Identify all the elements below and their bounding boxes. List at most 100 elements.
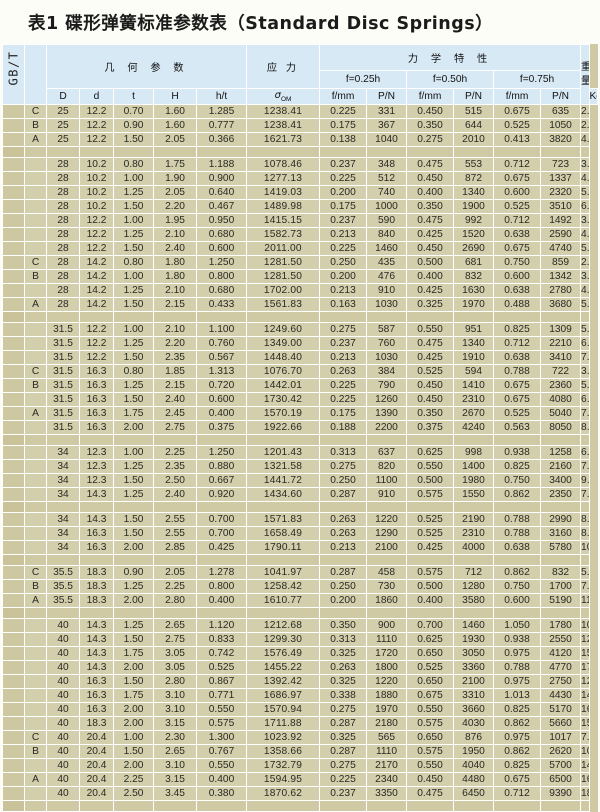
table-row[interactable]: B 31.5 16.3 1.25 2.15 0.720 1442.01 0.225 790 0.4… <box>2 378 598 393</box>
table-row[interactable]: C 35.5 18.3 0.90 2.05 1.278 1041.97 0.287 458 0.5… <box>2 565 598 580</box>
table-row[interactable]: A 25 12.2 1.50 2.05 0.366 1621.73 0.138 1040 0.27… <box>2 132 598 147</box>
table-row[interactable]: 40 20.4 2.50 3.45 0.380 1870.62 0.237 3350 0.475… <box>2 786 598 801</box>
cell-f3: 0.862 <box>493 716 542 731</box>
cell-p1: 910 <box>366 487 408 502</box>
table-row[interactable]: 34 12.3 1.50 2.50 0.667 1441.72 0.250 1100 0.500… <box>2 473 598 488</box>
table-row[interactable]: 28 10.2 1.25 2.05 0.640 1419.03 0.200 740 0.400 1… <box>2 185 598 200</box>
table-row[interactable]: 40 16.3 1.50 2.80 0.867 1392.42 0.325 1220 0.650… <box>2 674 598 689</box>
table-row[interactable]: 40 16.3 2.00 3.10 0.550 1570.94 0.275 1970 0.550… <box>2 702 598 717</box>
table-row[interactable]: C 31.5 16.3 0.80 1.85 1.313 1076.70 0.263 384 0.5… <box>2 364 598 379</box>
cell-sigma: 2011.00 <box>246 241 321 256</box>
cell-f2: 0.350 <box>406 406 455 421</box>
cell-D: 31.5 <box>46 336 80 351</box>
cell-sigma: 1321.58 <box>246 459 321 474</box>
table-row[interactable]: 34 16.3 1.50 2.55 0.700 1658.49 0.263 1290 0.525… <box>2 526 598 541</box>
cell-D: 40 <box>46 772 80 787</box>
table-row[interactable]: 31.5 16.3 1.50 2.40 0.600 1730.42 0.225 1260 0.4… <box>2 392 598 407</box>
spring-table-wrapper: GB/T 1972 几 何 参 数 应 力 力 学 特 性 重 量 f=0.25… <box>2 44 599 812</box>
cell-d: 12.3 <box>79 459 114 474</box>
standard-label-cell: GB/T 1972 <box>2 44 25 105</box>
table-row[interactable]: A 35.5 18.3 2.00 2.80 0.400 1610.77 0.200 1860 0.… <box>2 593 598 608</box>
row-class-cell <box>24 171 47 186</box>
spacer-class-cell <box>24 800 47 812</box>
table-row[interactable]: 40 14.3 1.50 2.75 0.833 1299.30 0.313 1110 0.625… <box>2 632 598 647</box>
table-row[interactable]: 34 16.3 2.00 2.85 0.425 1790.11 0.213 2100 0.425… <box>2 540 598 555</box>
table-row[interactable]: C 28 14.2 0.80 1.80 1.250 1281.50 0.250 435 0.500… <box>2 255 598 270</box>
cell-p1: 512 <box>366 171 408 186</box>
table-row[interactable]: B 35.5 18.3 1.25 2.25 0.800 1258.42 0.250 730 0.5… <box>2 579 598 594</box>
table-row[interactable]: 28 12.2 1.50 2.40 0.600 2011.00 0.225 1460 0.450… <box>2 241 598 256</box>
cell-D: 31.5 <box>46 350 80 365</box>
table-row[interactable]: 34 14.3 1.50 2.55 0.700 1571.83 0.263 1220 0.525… <box>2 512 598 527</box>
cell-t: 1.00 <box>113 445 154 460</box>
table-row[interactable]: 28 10.2 1.50 2.20 0.467 1489.98 0.175 1000 0.350… <box>2 199 598 214</box>
table-row[interactable]: 40 16.3 1.75 3.10 0.771 1686.97 0.338 1880 0.675… <box>2 688 598 703</box>
cell-D: 28 <box>46 157 80 172</box>
cell-w: 8.96 <box>580 420 590 435</box>
cell-f1: 0.163 <box>319 297 368 312</box>
cell-f1: 0.263 <box>319 660 368 675</box>
cell-p2: 515 <box>453 104 495 119</box>
cell-p1: 2180 <box>366 716 408 731</box>
table-row[interactable]: 31.5 12.2 1.00 2.10 1.100 1249.60 0.275 587 0.55… <box>2 322 598 337</box>
cell-d: 10.2 <box>79 199 114 214</box>
cell-f2: 0.525 <box>406 512 455 527</box>
spacer-cell <box>540 311 582 323</box>
cell-w: 3.59 <box>580 269 590 284</box>
cell-f1: 0.287 <box>319 487 368 502</box>
row-class-cell <box>24 618 47 633</box>
table-row[interactable]: 28 10.2 0.80 1.75 1.188 1078.46 0.237 348 0.475 5… <box>2 157 598 172</box>
cell-H: 2.25 <box>153 579 197 594</box>
cell-f3: 0.525 <box>493 118 542 133</box>
table-row[interactable]: A 31.5 16.3 1.75 2.45 0.400 1570.19 0.175 1390 0.… <box>2 406 598 421</box>
table-row[interactable]: 34 14.3 1.25 2.40 0.920 1434.60 0.287 910 0.575 1… <box>2 487 598 502</box>
table-row[interactable]: C 25 12.2 0.70 1.60 1.285 1238.41 0.225 331 0.450… <box>2 104 598 119</box>
spacer-cell <box>406 607 455 619</box>
cell-ht: 0.700 <box>195 512 248 527</box>
table-row[interactable]: B 28 14.2 1.00 1.80 0.800 1281.50 0.200 476 0.400… <box>2 269 598 284</box>
cell-p1: 820 <box>366 459 408 474</box>
cell-p3: 6500 <box>540 772 582 787</box>
table-row[interactable]: 34 12.3 1.25 2.35 0.880 1321.58 0.275 820 0.550 1… <box>2 459 598 474</box>
cell-f1: 0.350 <box>319 618 368 633</box>
spacer-cell <box>246 434 321 446</box>
cell-f2: 0.350 <box>406 199 455 214</box>
table-row[interactable]: A 40 20.4 2.25 3.15 0.400 1594.95 0.225 2340 0.45… <box>2 772 598 787</box>
table-row[interactable]: 28 10.2 1.00 1.90 0.900 1277.13 0.225 512 0.450 8… <box>2 171 598 186</box>
cell-d: 18.3 <box>79 579 114 594</box>
table-row[interactable]: 31.5 16.3 2.00 2.75 0.375 1922.66 0.188 2200 0.3… <box>2 420 598 435</box>
cell-f2: 0.350 <box>406 118 455 133</box>
table-row[interactable]: C 40 20.4 1.00 2.30 1.300 1023.92 0.325 565 0.650… <box>2 730 598 745</box>
table-row[interactable]: 40 14.3 1.25 2.65 1.120 1212.68 0.350 900 0.700 1… <box>2 618 598 633</box>
spacer-cell <box>246 146 321 158</box>
cell-w: 12.91 <box>580 632 590 647</box>
table-row[interactable]: B 25 12.2 0.90 1.60 0.777 1238.41 0.175 367 0.350… <box>2 118 598 133</box>
table-row[interactable]: B 40 20.4 1.50 2.65 0.767 1358.66 0.287 1110 0.57… <box>2 744 598 759</box>
cell-f3: 0.638 <box>493 540 542 555</box>
table-row[interactable]: 40 20.4 2.00 3.10 0.550 1732.79 0.275 2170 0.550… <box>2 758 598 773</box>
cell-ht: 0.600 <box>195 241 248 256</box>
table-row[interactable]: 40 14.3 2.00 3.05 0.525 1455.22 0.263 1800 0.525… <box>2 660 598 675</box>
table-row[interactable]: 28 14.2 1.25 2.10 0.680 1702.00 0.213 910 0.425 1… <box>2 283 598 298</box>
cell-p3: 2990 <box>540 512 582 527</box>
table-row[interactable]: 28 12.2 1.25 2.10 0.680 1582.73 0.213 840 0.425 1… <box>2 227 598 242</box>
cell-sigma: 1281.50 <box>246 269 321 284</box>
cell-f1: 0.313 <box>319 445 368 460</box>
table-row[interactable]: 31.5 12.2 1.50 2.35 0.567 1448.40 0.213 1030 0.4… <box>2 350 598 365</box>
row-class-cell: C <box>24 730 47 745</box>
table-row[interactable]: 31.5 12.2 1.25 2.20 0.760 1349.00 0.237 760 0.47… <box>2 336 598 351</box>
table-row[interactable]: 34 12.3 1.00 2.25 1.250 1201.43 0.313 637 0.625 9… <box>2 445 598 460</box>
table-row[interactable]: 40 14.3 1.75 3.05 0.742 1576.49 0.325 1720 0.650… <box>2 646 598 661</box>
cell-d: 12.2 <box>79 322 114 337</box>
header-col-sigma-om: σOM <box>246 88 321 105</box>
spacer-cell <box>580 800 590 812</box>
cell-H: 1.80 <box>153 255 197 270</box>
table-row[interactable]: 40 18.3 2.00 3.15 0.575 1711.88 0.287 2180 0.575… <box>2 716 598 731</box>
cell-p3: 5170 <box>540 702 582 717</box>
table-row[interactable]: 28 12.2 1.00 1.95 0.950 1415.15 0.237 590 0.475 9… <box>2 213 598 228</box>
cell-f2: 0.550 <box>406 758 455 773</box>
cell-sigma: 1570.94 <box>246 702 321 717</box>
spacer-cell <box>46 434 80 446</box>
cell-sigma: 1790.11 <box>246 540 321 555</box>
table-row[interactable]: A 28 14.2 1.50 2.15 0.433 1561.83 0.163 1030 0.32… <box>2 297 598 312</box>
